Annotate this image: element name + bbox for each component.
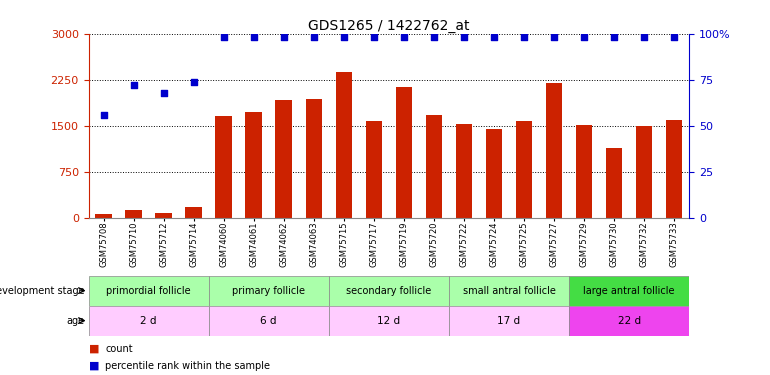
Text: 22 d: 22 d — [618, 316, 641, 326]
Point — [188, 78, 200, 84]
Bar — [276, 100, 292, 218]
Point — [337, 34, 350, 40]
Text: ■: ■ — [89, 344, 99, 354]
Text: small antral follicle: small antral follicle — [463, 286, 555, 296]
Bar — [95, 214, 112, 217]
Bar — [329, 306, 449, 336]
Text: secondary follicle: secondary follicle — [346, 286, 431, 296]
Bar — [456, 124, 472, 218]
Text: count: count — [105, 344, 133, 354]
Bar — [449, 276, 569, 306]
Point — [517, 34, 530, 40]
Bar — [329, 276, 449, 306]
Bar — [666, 120, 682, 218]
Point — [277, 34, 290, 40]
Bar — [89, 306, 209, 336]
Bar — [449, 306, 569, 336]
Text: age: age — [66, 316, 85, 326]
Bar — [306, 99, 322, 218]
Bar — [366, 121, 382, 218]
Point — [488, 34, 500, 40]
Point — [428, 34, 440, 40]
Bar — [396, 87, 412, 218]
Point — [217, 34, 229, 40]
Bar — [606, 148, 622, 217]
Point — [608, 34, 621, 40]
Point — [157, 90, 169, 96]
Bar — [636, 126, 652, 218]
Bar — [186, 207, 202, 218]
Bar — [336, 72, 352, 217]
Point — [248, 34, 260, 40]
Point — [638, 34, 650, 40]
Bar — [486, 129, 502, 218]
Point — [97, 112, 110, 118]
Text: development stage: development stage — [0, 286, 85, 296]
Text: 2 d: 2 d — [140, 316, 157, 326]
Bar — [426, 115, 442, 218]
Point — [127, 82, 140, 88]
Text: percentile rank within the sample: percentile rank within the sample — [105, 361, 270, 370]
Point — [548, 34, 561, 40]
Title: GDS1265 / 1422762_at: GDS1265 / 1422762_at — [308, 19, 470, 33]
Bar — [216, 117, 232, 218]
Text: ■: ■ — [89, 361, 99, 370]
Point — [368, 34, 380, 40]
Bar — [156, 213, 172, 217]
Bar — [126, 210, 142, 218]
Text: large antral follicle: large antral follicle — [584, 286, 675, 296]
Bar — [516, 121, 532, 218]
Text: primary follicle: primary follicle — [233, 286, 305, 296]
Text: primordial follicle: primordial follicle — [106, 286, 191, 296]
Bar — [89, 276, 209, 306]
Bar — [209, 306, 329, 336]
Text: 17 d: 17 d — [497, 316, 521, 326]
Bar — [569, 306, 689, 336]
Bar — [569, 276, 689, 306]
Bar — [246, 112, 262, 218]
Point — [397, 34, 410, 40]
Text: 12 d: 12 d — [377, 316, 400, 326]
Bar — [576, 125, 592, 217]
Point — [457, 34, 470, 40]
Point — [668, 34, 681, 40]
Text: 6 d: 6 d — [260, 316, 277, 326]
Point — [307, 34, 320, 40]
Bar — [546, 83, 562, 218]
Point — [578, 34, 591, 40]
Bar — [209, 276, 329, 306]
